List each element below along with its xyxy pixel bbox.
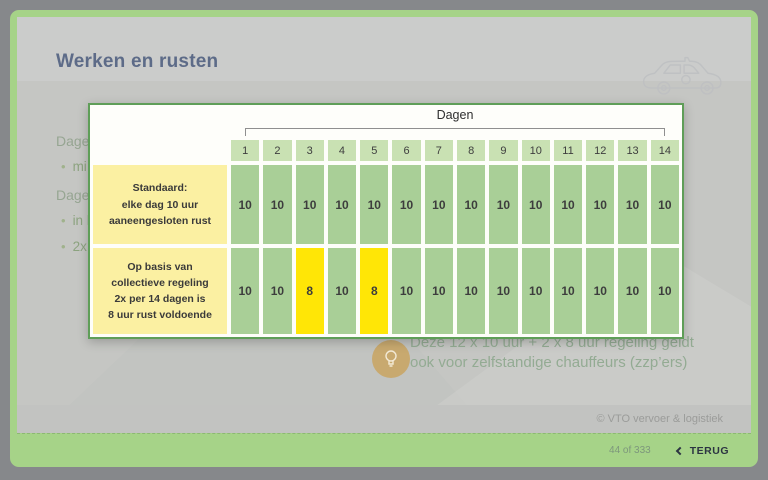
list-item: • in l	[61, 213, 90, 228]
day-header-cell: 9	[489, 140, 518, 161]
value-cell: 10	[392, 165, 421, 245]
value-cell: 10	[327, 165, 357, 245]
bracket-line	[245, 128, 665, 136]
value-cell: 10	[424, 248, 453, 334]
value-cell: 10	[360, 165, 389, 245]
value-cell: 10	[457, 248, 486, 334]
list-heading: Dagel	[56, 187, 93, 203]
day-header-cell: 12	[586, 140, 615, 161]
slide-header-band	[17, 17, 751, 81]
day-header-cell: 3	[295, 140, 324, 161]
day-header-cell: 4	[327, 140, 357, 161]
day-header-cell: 11	[553, 140, 583, 161]
table-group-header: Dagen	[436, 108, 474, 122]
value-cell: 10	[650, 248, 679, 334]
taxi-outline-icon	[639, 52, 731, 105]
lightbulb-icon	[372, 340, 410, 378]
value-cell: 10	[263, 248, 292, 334]
rest-table: Dagen 1 2 3 4 5 6 7 8 9 10 11 12 13 14 Standaard: elke…	[93, 107, 679, 334]
footer-strip: © VTO vervoer & logistiek	[17, 405, 751, 433]
page-title: Werken en rusten	[56, 51, 219, 72]
row-label: Op basis van collectieve regeling 2x per…	[93, 248, 227, 334]
bullet-icon: •	[61, 213, 66, 228]
value-cell: 10	[263, 165, 292, 245]
day-header-cell: 7	[424, 140, 453, 161]
day-header-cell: 5	[360, 140, 389, 161]
day-header-spacer	[93, 140, 227, 161]
value-cell-highlighted: 8	[360, 248, 389, 334]
value-cell: 10	[424, 165, 453, 245]
value-cell: 10	[553, 165, 583, 245]
value-cell: 10	[327, 248, 357, 334]
day-header-cell: 10	[521, 140, 550, 161]
value-cell: 10	[521, 165, 550, 245]
tip-line-2: ook voor zelfstandige chauffeurs (zzp’er…	[410, 354, 688, 371]
value-cell: 10	[392, 248, 421, 334]
back-button-label: TERUG	[689, 444, 729, 457]
bottom-navbar: 44 of 333 TERUG	[17, 433, 751, 467]
page-indicator: 44 of 333	[609, 445, 651, 456]
value-cell: 10	[231, 165, 260, 245]
day-header-cell: 2	[263, 140, 292, 161]
day-header-cell: 6	[392, 140, 421, 161]
tip-text: Deze 12 x 10 uur + 2 x 8 uur regeling ge…	[410, 333, 720, 373]
day-header-cell: 13	[618, 140, 647, 161]
row-label: Standaard: elke dag 10 uur aaneengeslote…	[93, 165, 227, 245]
rest-schedule-dialog: Dagen 1 2 3 4 5 6 7 8 9 10 11 12 13 14 Standaard: elke…	[88, 103, 684, 339]
value-cell: 10	[457, 165, 486, 245]
day-header-cell: 8	[457, 140, 486, 161]
list-item: • mi	[61, 159, 87, 174]
value-cell: 10	[521, 248, 550, 334]
bullet-icon: •	[61, 239, 66, 254]
chevron-left-icon	[675, 446, 684, 456]
value-cell: 10	[586, 248, 615, 334]
list-item: • 2x	[61, 239, 87, 254]
value-cell: 10	[489, 165, 518, 245]
value-cell: 10	[489, 248, 518, 334]
value-cell: 10	[618, 165, 647, 245]
value-cell: 10	[586, 165, 615, 245]
copyright-text: © VTO vervoer & logistiek	[596, 413, 724, 425]
value-cell: 10	[618, 248, 647, 334]
back-button[interactable]: TERUG	[675, 444, 729, 457]
day-header-cell: 14	[650, 140, 679, 161]
value-cell: 10	[553, 248, 583, 334]
value-cell-highlighted: 8	[295, 248, 324, 334]
day-header-cell: 1	[231, 140, 260, 161]
value-cell: 10	[231, 248, 260, 334]
value-cell: 10	[295, 165, 324, 245]
bullet-icon: •	[61, 159, 66, 174]
value-cell: 10	[650, 165, 679, 245]
list-heading: Dagel	[56, 133, 93, 149]
